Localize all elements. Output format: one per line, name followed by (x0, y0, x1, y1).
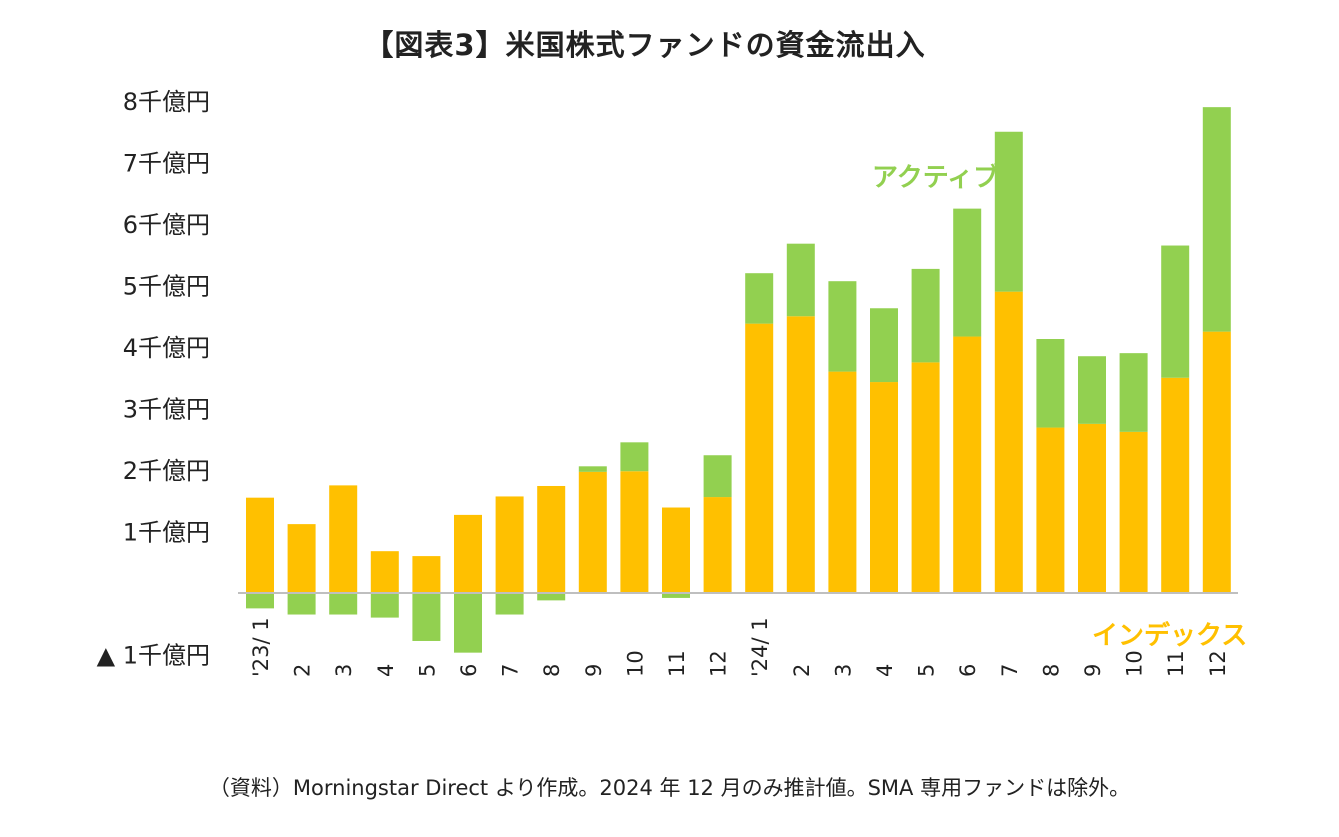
x-tick-label: 4 (873, 664, 897, 677)
bar-index (1036, 427, 1065, 593)
bar-index (953, 336, 982, 593)
y-tick-label: 3千億円 (123, 396, 210, 424)
bar-active (745, 273, 774, 324)
bar-index (1078, 423, 1106, 593)
source-note: （資料）Morningstar Direct より作成。2024 年 12 月の… (208, 776, 1131, 800)
bar-index (911, 362, 940, 593)
bar-index (412, 556, 441, 593)
x-tick-label: 9 (1081, 664, 1105, 677)
x-tick-label: '24/ 1 (748, 617, 772, 677)
bar-active (246, 593, 274, 609)
bar-index (246, 497, 274, 593)
x-tick-label: 10 (1123, 650, 1147, 677)
x-tick-label: 5 (415, 664, 439, 677)
y-tick-label: 4千億円 (123, 334, 210, 362)
bar-index (994, 291, 1023, 593)
x-tick-label: 8 (1039, 664, 1063, 677)
bar-active (662, 593, 690, 598)
bar-active (1202, 107, 1231, 332)
bars (246, 107, 1231, 653)
x-tick-label: 8 (540, 664, 564, 677)
x-tick-label: 7 (499, 664, 523, 677)
bar-index (828, 371, 857, 593)
bar-index (662, 507, 690, 593)
bar-active (287, 593, 316, 615)
bar-index (786, 316, 815, 593)
bar-index (620, 471, 649, 593)
legend-label-index: インデックス (1092, 620, 1247, 651)
x-tick-label: 3 (831, 664, 855, 677)
bar-active (953, 208, 982, 337)
bar-index (1202, 331, 1231, 593)
bar-index (703, 497, 732, 593)
bar-index (329, 485, 358, 593)
legend-label-active: アクティブ (872, 162, 999, 193)
y-tick-label: 6千億円 (123, 211, 210, 239)
x-tick-label: 2 (790, 664, 814, 677)
bar-index (537, 485, 566, 593)
bar-active (578, 466, 607, 472)
bar-active (370, 593, 399, 618)
bar-active (495, 593, 524, 615)
bar-active (620, 442, 649, 472)
bar-index (745, 323, 774, 593)
y-tick-label: ▲ 1千億円 (97, 642, 210, 670)
bar-index (454, 514, 482, 593)
chart-title: 【図表3】米国株式ファンドの資金流出入 (364, 28, 926, 62)
bar-index (287, 524, 316, 593)
y-axis: 8千億円 7千億円 6千億円 5千億円 4千億円 3千億円 2千億円 1千億円 ▲ 1千億円 (97, 88, 210, 670)
x-tick-label: 6 (956, 664, 980, 677)
bar-active (1036, 339, 1065, 428)
x-tick-label: 4 (374, 664, 398, 677)
bar-index (1161, 377, 1190, 593)
x-tick-label: 12 (1206, 650, 1230, 677)
bar-active (786, 243, 815, 317)
bar-index (1119, 431, 1148, 593)
x-tick-label: 10 (623, 650, 647, 677)
bar-active (537, 593, 566, 601)
y-tick-label: 1千億円 (123, 519, 210, 547)
x-tick-label: 3 (332, 664, 356, 677)
x-tick-label: 9 (582, 664, 606, 677)
y-tick-label: 8千億円 (123, 88, 210, 116)
x-tick-label: '23/ 1 (249, 617, 273, 677)
bar-active (1161, 245, 1190, 378)
bar-active (911, 268, 940, 363)
bar-active (1119, 353, 1148, 432)
y-tick-label: 5千億円 (123, 273, 210, 301)
x-tick-label: 12 (707, 650, 731, 677)
bar-index (495, 496, 524, 593)
bar-active (412, 593, 441, 641)
bar-active (828, 281, 857, 372)
bar-chart: 8千億円 7千億円 6千億円 5千億円 4千億円 3千億円 2千億円 1千億円 ▲ 1千億円 '… (97, 88, 1248, 677)
bar-active (994, 131, 1023, 292)
x-axis: '23/ 1 2 3 4 5 6 7 8 9 10 11 12 '24/ 1 2 3 4 5 6 7 8 9 10 11 12 (249, 617, 1230, 677)
bar-index (370, 551, 399, 593)
x-tick-label: 6 (457, 664, 481, 677)
x-tick-label: 2 (291, 664, 315, 677)
y-tick-label: 2千億円 (123, 457, 210, 485)
bar-active (329, 593, 358, 615)
y-tick-label: 7千億円 (123, 150, 210, 178)
x-tick-label: 5 (915, 664, 939, 677)
bar-index (870, 382, 898, 593)
bar-index (578, 471, 607, 593)
bar-active (703, 455, 732, 498)
x-tick-label: 7 (998, 664, 1022, 677)
x-tick-label: 11 (665, 650, 689, 677)
bar-active (870, 308, 898, 383)
bar-active (454, 593, 482, 653)
x-tick-label: 11 (1164, 650, 1188, 677)
bar-active (1078, 356, 1106, 424)
